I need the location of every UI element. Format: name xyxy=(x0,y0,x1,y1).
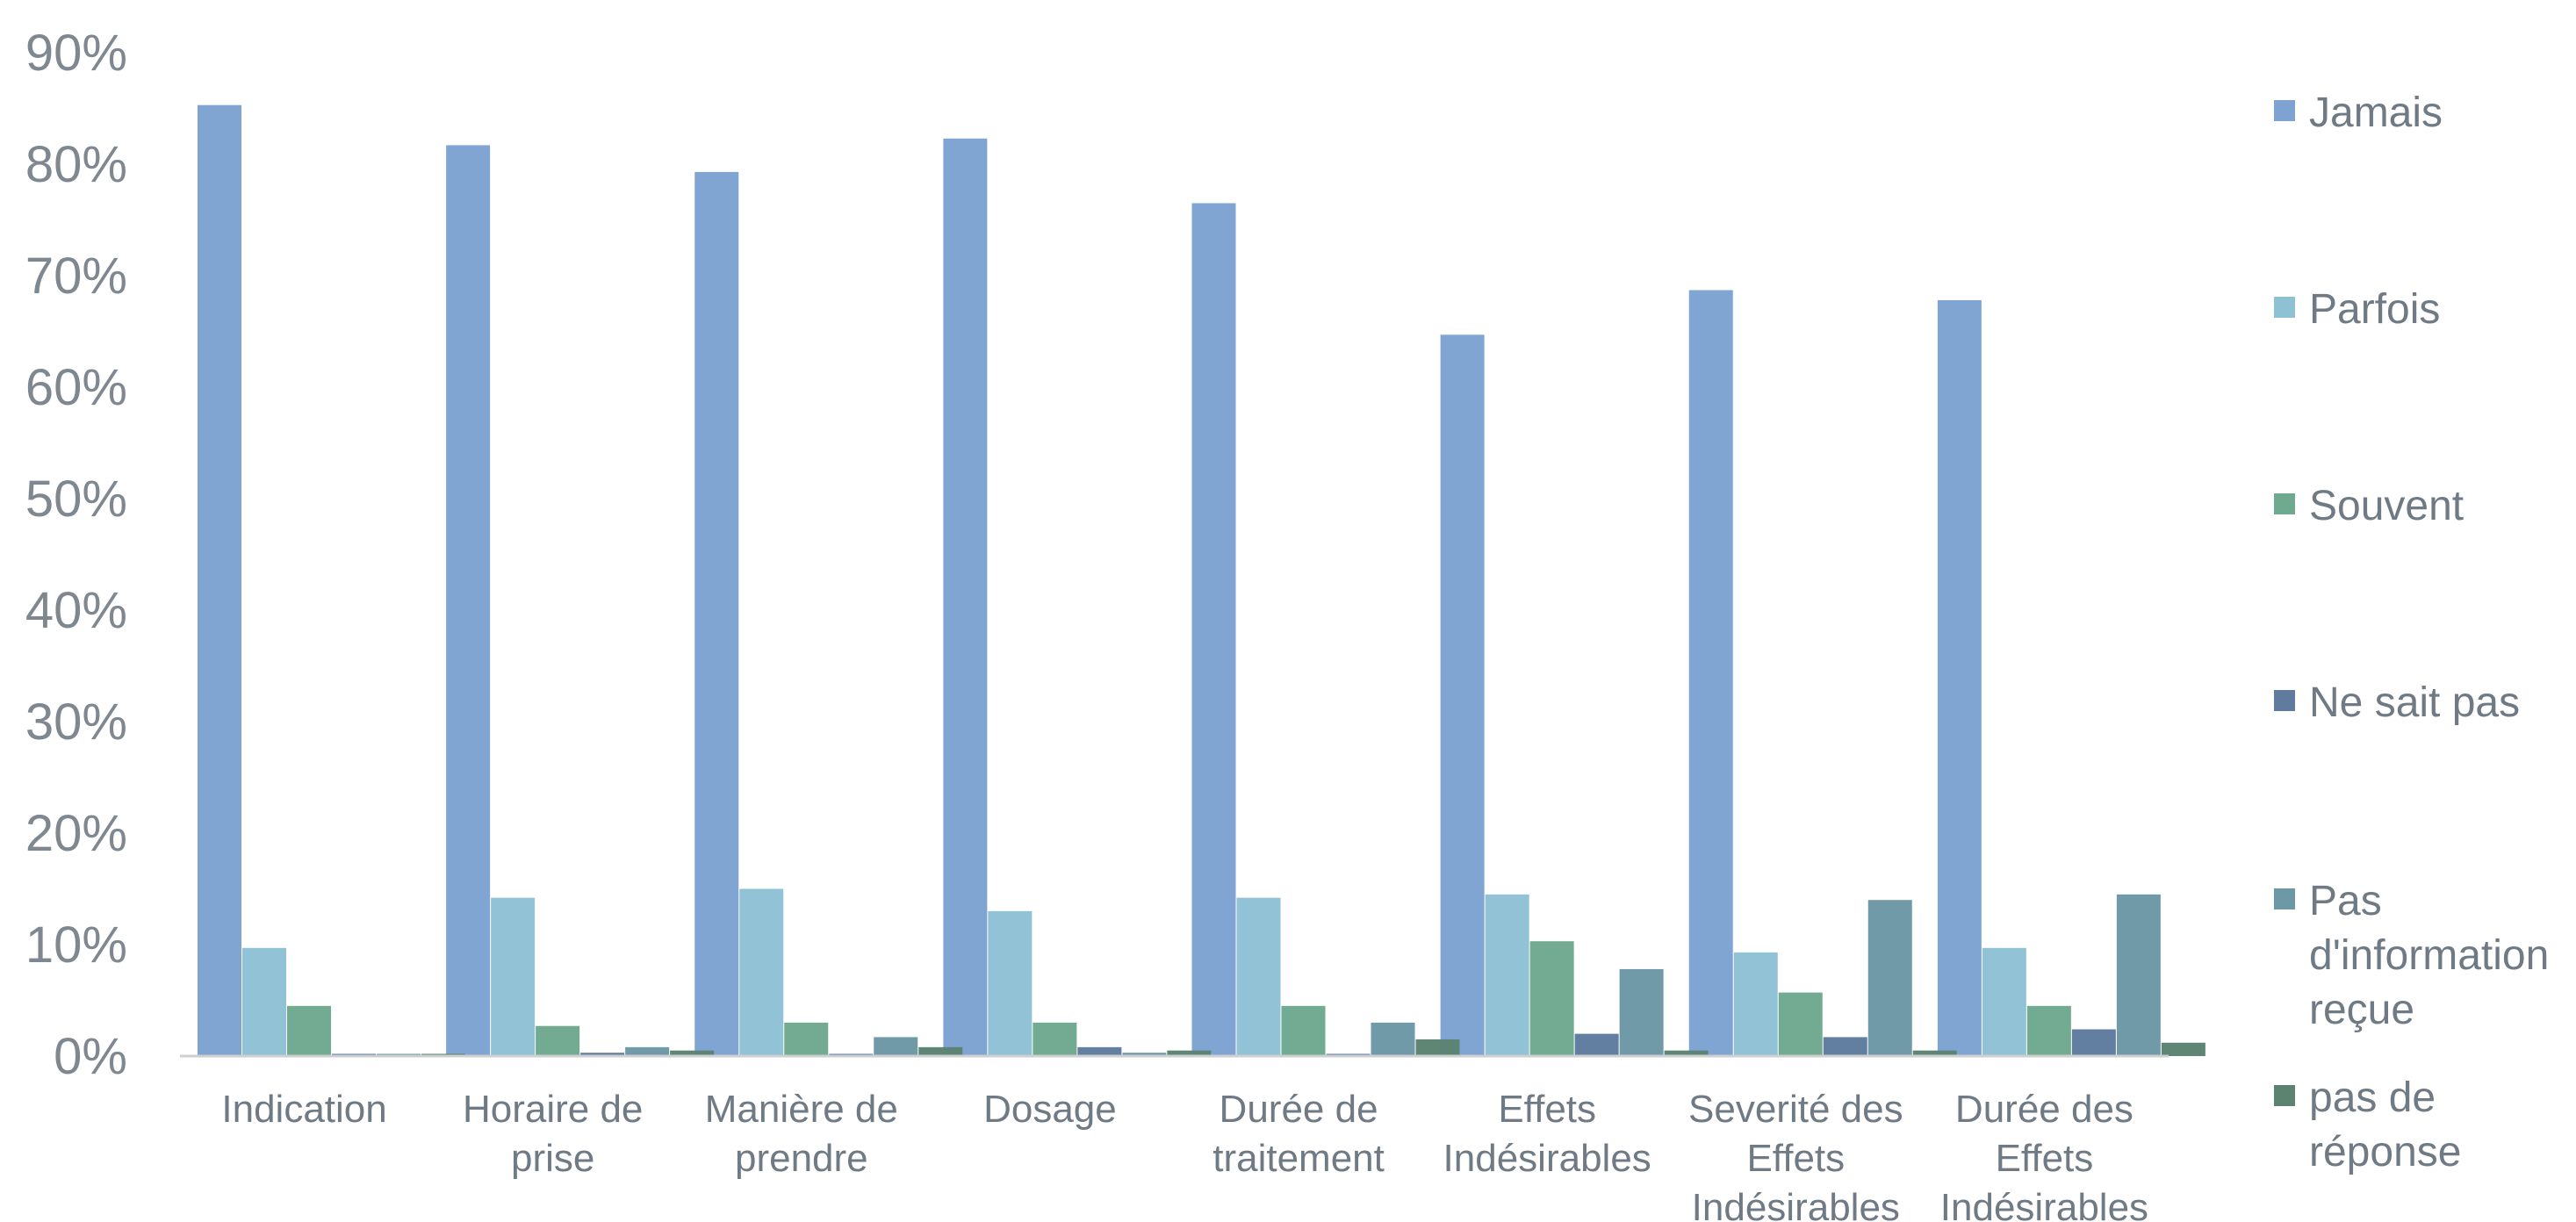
y-axis: 0% 10% 20% 30% 40% 50% 60% 70% 80% 90% xyxy=(25,25,127,1085)
bar-pas-d-information-re-ue-3 xyxy=(1122,1053,1167,1056)
bar-ne-sait-pas-5 xyxy=(1574,1033,1619,1056)
legend-swatch xyxy=(2274,690,2295,711)
legend: Jamais Parfois Souvent Ne sait pas Pas d'info… xyxy=(2274,90,2549,1175)
legend-swatch xyxy=(2274,297,2295,318)
y-tick-label: 50% xyxy=(25,471,127,528)
legend-label: Parfois xyxy=(2309,286,2440,333)
y-tick-label: 90% xyxy=(25,25,127,82)
bar-jamais-3 xyxy=(943,138,988,1056)
legend-label: pas de xyxy=(2309,1075,2436,1121)
bar-pas-d-information-re-ue-5 xyxy=(1619,968,1664,1056)
bar-jamais-4 xyxy=(1191,203,1236,1056)
bar-pas-d-information-re-ue-1 xyxy=(625,1046,670,1056)
x-tick-label: Indésirables xyxy=(1443,1137,1651,1180)
bar-parfois-4 xyxy=(1236,897,1281,1056)
x-tick-label: Severité des xyxy=(1688,1088,1903,1131)
legend-item-pas-de-r-ponse: pas de réponse xyxy=(2274,1075,2461,1175)
legend-label: reçue xyxy=(2309,987,2414,1033)
x-tick-label: Indication xyxy=(221,1088,386,1131)
x-tick-label: Effets xyxy=(1746,1137,1845,1180)
x-tick-label: Indésirables xyxy=(1692,1186,1900,1222)
legend-label: Souvent xyxy=(2309,483,2464,529)
bar-souvent-4 xyxy=(1281,1005,1326,1056)
legend-label: Ne sait pas xyxy=(2309,679,2520,726)
bar-pas-de-r-ponse-4 xyxy=(1415,1039,1460,1056)
bar-ne-sait-pas-6 xyxy=(1823,1037,1867,1056)
legend-item-jamais: Jamais xyxy=(2274,90,2443,136)
y-tick-label: 80% xyxy=(25,136,127,193)
bar-parfois-1 xyxy=(491,897,536,1056)
legend-item-ne-sait-pas: Ne sait pas xyxy=(2274,679,2520,726)
bar-jamais-5 xyxy=(1440,334,1485,1056)
bar-pas-d-information-re-ue-4 xyxy=(1371,1022,1415,1056)
x-tick-label: prendre xyxy=(735,1137,868,1180)
y-tick-label: 0% xyxy=(54,1028,127,1085)
x-tick-label: traitement xyxy=(1212,1137,1385,1180)
x-tick-label: Effets xyxy=(1996,1137,2094,1180)
bar-pas-de-r-ponse-1 xyxy=(670,1050,715,1056)
legend-swatch xyxy=(2274,888,2295,909)
y-tick-label: 10% xyxy=(25,916,127,974)
bar-ne-sait-pas-7 xyxy=(2071,1029,2116,1056)
y-tick-label: 60% xyxy=(25,359,127,416)
y-tick-label: 20% xyxy=(25,805,127,862)
legend-item-souvent: Souvent xyxy=(2274,483,2464,529)
legend-label: d'information xyxy=(2309,932,2549,979)
bar-pas-d-information-re-ue-6 xyxy=(1867,900,1912,1056)
legend-item-parfois: Parfois xyxy=(2274,286,2440,333)
legend-label: Jamais xyxy=(2309,90,2443,136)
legend-swatch xyxy=(2274,493,2295,514)
x-tick-label: Durée de xyxy=(1220,1088,1378,1131)
legend-label: réponse xyxy=(2309,1129,2461,1175)
legend-label: Pas xyxy=(2309,878,2382,924)
x-tick-label: Effets xyxy=(1498,1088,1596,1131)
bar-parfois-5 xyxy=(1485,894,1529,1056)
bar-pas-de-r-ponse-6 xyxy=(1912,1050,1957,1056)
legend-item-pas-d-information-re-ue: Pas d'information reçue xyxy=(2274,878,2549,1033)
bar-souvent-1 xyxy=(536,1025,580,1056)
y-tick-label: 30% xyxy=(25,694,127,751)
x-tick-label: Horaire de xyxy=(463,1088,643,1131)
x-tick-label: prise xyxy=(511,1137,594,1180)
bar-jamais-7 xyxy=(1937,299,1982,1056)
bar-souvent-7 xyxy=(2026,1005,2071,1056)
y-tick-label: 70% xyxy=(25,248,127,305)
bar-souvent-5 xyxy=(1529,941,1574,1056)
bar-ne-sait-pas-3 xyxy=(1077,1046,1122,1056)
bar-ne-sait-pas-1 xyxy=(580,1053,625,1056)
bar-parfois-3 xyxy=(988,910,1033,1056)
legend-swatch xyxy=(2274,100,2295,121)
bar-jamais-1 xyxy=(446,145,491,1056)
bar-pas-d-information-re-ue-2 xyxy=(874,1037,918,1056)
bar-pas-de-r-ponse-7 xyxy=(2161,1042,2205,1056)
bar-jamais-0 xyxy=(198,104,241,1057)
bar-jamais-2 xyxy=(694,171,739,1056)
bar-souvent-6 xyxy=(1778,992,1823,1056)
bar-parfois-7 xyxy=(1982,947,2026,1056)
bar-souvent-3 xyxy=(1033,1022,1077,1056)
x-tick-label: Manière de xyxy=(705,1088,898,1131)
bar-souvent-0 xyxy=(287,1005,331,1056)
bar-parfois-0 xyxy=(242,947,286,1056)
x-tick-label: Durée des xyxy=(1955,1088,2133,1131)
bar-pas-de-r-ponse-3 xyxy=(1167,1050,1212,1056)
bar-souvent-2 xyxy=(784,1022,829,1056)
y-tick-label: 40% xyxy=(25,582,127,639)
bar-pas-de-r-ponse-5 xyxy=(1664,1050,1709,1056)
x-tick-label: Dosage xyxy=(983,1088,1117,1131)
bar-jamais-6 xyxy=(1688,290,1733,1056)
bar-pas-de-r-ponse-2 xyxy=(918,1046,963,1056)
bar-parfois-2 xyxy=(739,888,784,1056)
x-axis: Indication Horaire de prise Manière de prend… xyxy=(221,1088,2148,1222)
bars xyxy=(198,104,2205,1057)
bar-parfois-6 xyxy=(1733,952,1778,1056)
bar-pas-d-information-re-ue-7 xyxy=(2116,894,2161,1056)
x-tick-label: Indésirables xyxy=(1940,1186,2148,1222)
legend-swatch xyxy=(2274,1085,2295,1106)
